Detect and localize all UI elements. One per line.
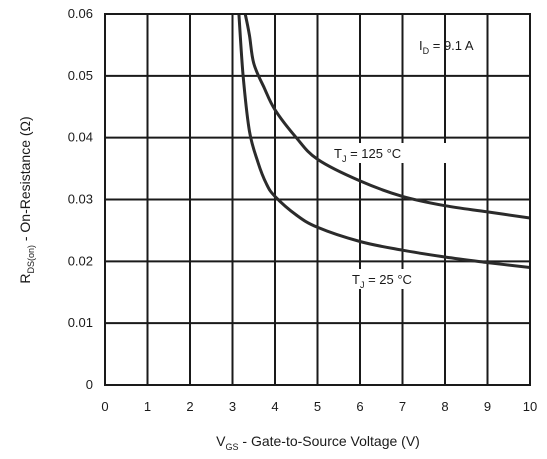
series-line-125c xyxy=(243,14,530,220)
x-tick-label: 9 xyxy=(484,399,491,414)
series-line-25c xyxy=(237,14,530,269)
x-tick-label: 1 xyxy=(144,399,151,414)
x-tick-label: 4 xyxy=(271,399,278,414)
y-tick-label: 0.05 xyxy=(68,68,93,83)
x-tick-label: 3 xyxy=(229,399,236,414)
x-tick-label: 5 xyxy=(314,399,321,414)
y-tick-labels: 0 0.01 0.02 0.03 0.04 0.05 0.06 xyxy=(68,6,93,392)
x-tick-label: 8 xyxy=(441,399,448,414)
x-tick-label: 2 xyxy=(186,399,193,414)
x-tick-label: 10 xyxy=(523,399,537,414)
y-tick-label: 0.03 xyxy=(68,192,93,207)
y-tick-label: 0.02 xyxy=(68,253,93,268)
y-tick-label: 0.06 xyxy=(68,6,93,21)
series-label-125c: TJ = 125 °C xyxy=(334,146,401,164)
y-tick-label: 0 xyxy=(86,377,93,392)
grid xyxy=(105,14,530,385)
y-tick-label: 0.01 xyxy=(68,315,93,330)
series-layer xyxy=(237,14,530,269)
x-tick-label: 0 xyxy=(101,399,108,414)
x-tick-label: 6 xyxy=(356,399,363,414)
legend-25-bg xyxy=(349,269,439,289)
x-tick-labels: 0 1 2 3 4 5 6 7 8 9 10 xyxy=(101,399,537,414)
plot-frame xyxy=(104,13,531,386)
series-label-25c: TJ = 25 °C xyxy=(352,272,412,290)
legend-125-bg xyxy=(330,143,450,163)
y-tick-label: 0.04 xyxy=(68,130,93,145)
x-axis-label: VGS - Gate-to-Source Voltage (V) xyxy=(216,433,420,452)
y-axis-label: RDS(on) - On-Resistance (Ω) xyxy=(17,116,36,283)
drain-current-annotation: ID = 9.1 A xyxy=(419,38,474,56)
x-tick-label: 7 xyxy=(399,399,406,414)
